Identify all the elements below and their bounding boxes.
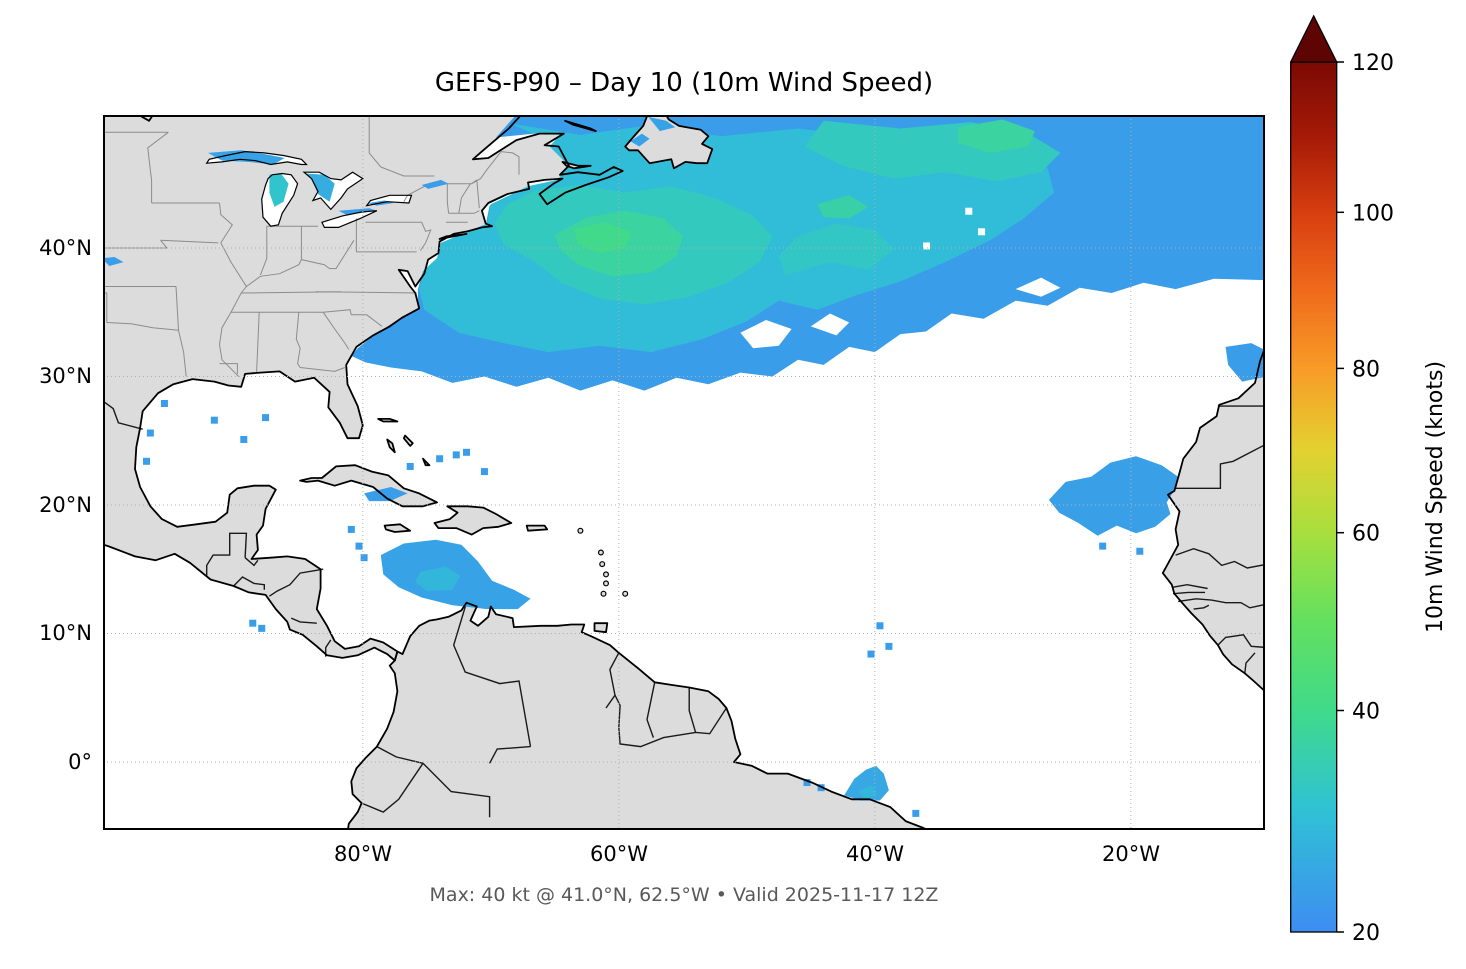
map-plot: [103, 115, 1265, 830]
plot-title: GEFS-P90 – Day 10 (10m Wind Speed): [434, 68, 934, 98]
colorbar-tick-label: 80: [1352, 357, 1380, 382]
colorbar-axis-label: 10m Wind Speed (knots): [1423, 361, 1448, 633]
colorbar-tick-label: 40: [1352, 700, 1380, 725]
max-valid-caption: Max: 40 kt @ 41.0°N, 62.5°W • Valid 2025…: [429, 884, 939, 906]
x-axis-tick-40w: 40°W: [846, 842, 904, 866]
y-axis-tick-20n: 20°N: [39, 493, 92, 517]
y-axis-tick-10n: 10°N: [39, 621, 92, 645]
colorbar: 20 40 60 80 100 120 10m Wind Speed (knots): [1289, 0, 1466, 969]
colorbar-tick-label: 20: [1352, 921, 1380, 946]
colorbar-tick-label: 120: [1352, 51, 1394, 76]
colorbar-tick-label: 60: [1352, 522, 1380, 547]
colorbar-canvas: 20 40 60 80 100 120 10m Wind Speed (knots): [1289, 14, 1448, 946]
x-axis-tick-20w: 20°W: [1102, 842, 1160, 866]
x-axis-tick-80w: 80°W: [334, 842, 392, 866]
y-axis-tick-30n: 30°N: [39, 364, 92, 388]
map-canvas: [103, 115, 1265, 830]
colorbar-tick-label: 100: [1352, 201, 1394, 226]
y-axis-tick-40n: 40°N: [39, 236, 92, 260]
x-axis-tick-60w: 60°W: [590, 842, 648, 866]
y-axis-tick-0: 0°: [68, 750, 92, 774]
